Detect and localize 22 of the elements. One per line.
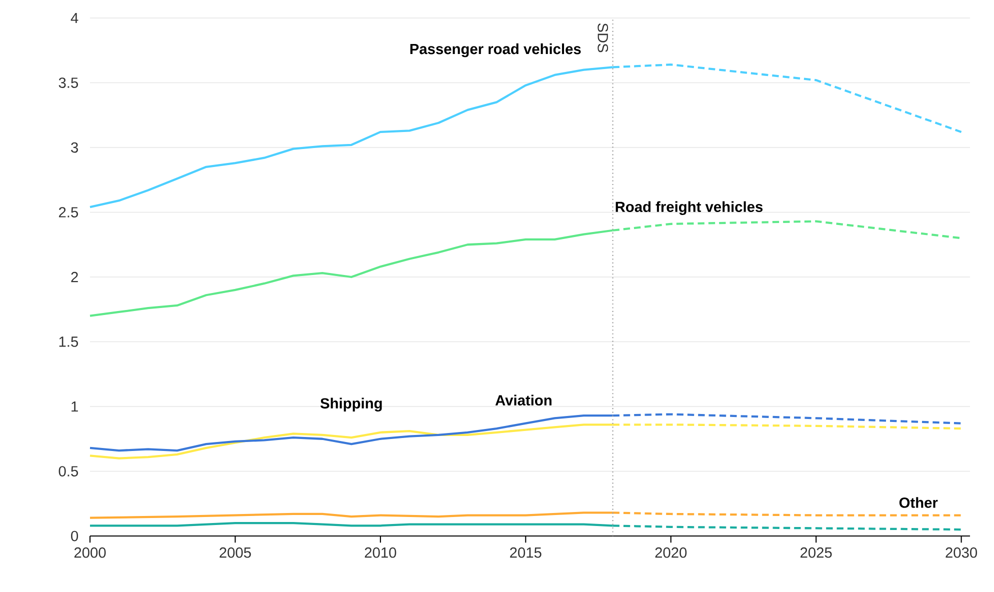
x-tick-label: 2015 xyxy=(510,547,542,558)
y-tick-label: 1.5 xyxy=(59,336,78,347)
series-label: Passenger road vehicles xyxy=(410,43,581,58)
y-tick-label: 1 xyxy=(72,401,78,412)
x-tick-label: 2005 xyxy=(220,547,251,558)
y-tick-label: 0 xyxy=(71,530,78,542)
y-tick-label: 4 xyxy=(70,12,78,24)
x-tick-label: 2025 xyxy=(800,547,832,558)
x-tick-label: 2020 xyxy=(655,547,687,558)
x-tick-label: 2000 xyxy=(74,547,106,558)
y-tick-label: 0.5 xyxy=(58,466,78,476)
x-tick-label: 2010 xyxy=(364,547,396,558)
y-tick-label: 2 xyxy=(71,272,78,282)
series-label: Shipping xyxy=(320,398,382,412)
series-label: Road freight vehicles xyxy=(616,201,763,216)
series-label: Other xyxy=(899,497,938,508)
x-tick-label: 2030 xyxy=(946,547,978,558)
series-label: Aviation xyxy=(495,394,552,406)
y-tick-label: 3.5 xyxy=(58,78,78,88)
y-tick-label: 2.5 xyxy=(58,207,78,218)
ref-line-label: SDS xyxy=(598,23,608,52)
y-tick-label: 3 xyxy=(71,142,78,153)
